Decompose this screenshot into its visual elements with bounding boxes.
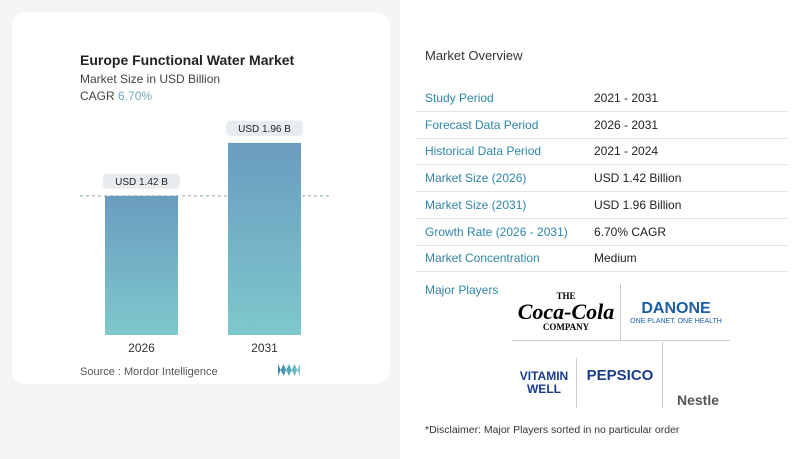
data-label: USD 1.42 B [115, 177, 168, 188]
danone-logo: DANONE ONE PLANET. ONE HEALTH [622, 284, 730, 341]
row-value: Medium [594, 251, 637, 266]
row-value: 6.70% CAGR [594, 224, 667, 239]
overview-row: Forecast Data Period 2026 - 2031 [416, 111, 788, 139]
coca-cola-logo: THE Coca-Cola COMPANY [512, 284, 621, 341]
bar-2026 [105, 195, 178, 335]
overview-title: Market Overview [425, 48, 523, 63]
row-value: 2026 - 2031 [594, 117, 659, 132]
row-key: Historical Data Period [425, 144, 542, 159]
mordor-logo [278, 364, 300, 376]
x-tick-label: 2031 [251, 341, 278, 355]
data-label-bg [103, 173, 180, 189]
overview-row: Growth Rate (2026 - 2031) 6.70% CAGR [416, 218, 788, 246]
overview-row: Market Size (2026) USD 1.42 Billion [416, 164, 788, 193]
nestle-logo-text: Nestle [676, 392, 720, 408]
overview-row: Market Concentration Medium [416, 244, 788, 273]
row-key: Market Concentration [425, 251, 540, 266]
vitamin-well-logo: VITAMIN WELL [512, 358, 577, 408]
cagr-value: 6.70% [118, 89, 153, 103]
data-label: USD 1.96 B [238, 124, 291, 135]
nestle-logo: Nestle [666, 358, 730, 408]
overview-row: Study Period 2021 - 2031 [416, 84, 788, 112]
row-value: 2021 - 2024 [594, 144, 659, 159]
cagr-label: CAGR [80, 89, 115, 103]
row-key: Forecast Data Period [425, 117, 539, 132]
bar-chart: USD 1.42 B 2026 USD 1.96 B 2031 [80, 120, 330, 355]
overview-row: Market Size (2031) USD 1.96 Billion [416, 191, 788, 219]
x-tick-label: 2026 [128, 341, 155, 355]
major-players-label: Major Players [425, 283, 499, 297]
chart-subtitle: Market Size in USD Billion [80, 72, 221, 86]
chart-card [12, 12, 390, 384]
data-label-bg [226, 120, 303, 136]
row-value: 2021 - 2031 [594, 91, 659, 105]
row-key: Market Size (2026) [425, 171, 527, 186]
row-value: USD 1.42 Billion [594, 171, 682, 186]
row-key: Growth Rate (2026 - 2031) [425, 224, 568, 239]
source: Source : Mordor Intelligence [80, 366, 218, 378]
row-key: Market Size (2031) [425, 197, 527, 212]
pepsico-logo: PEPSICO [578, 342, 663, 408]
overview-row: Historical Data Period 2021 - 2024 [416, 137, 788, 166]
bar-2031 [228, 142, 301, 335]
cagr: CAGR 6.70% [80, 89, 152, 103]
row-key: Study Period [425, 91, 494, 105]
overview-panel [400, 0, 800, 459]
disclaimer: *Disclaimer: Major Players sorted in no … [425, 424, 680, 436]
row-value: USD 1.96 Billion [594, 197, 682, 212]
chart-title: Europe Functional Water Market [80, 52, 295, 68]
